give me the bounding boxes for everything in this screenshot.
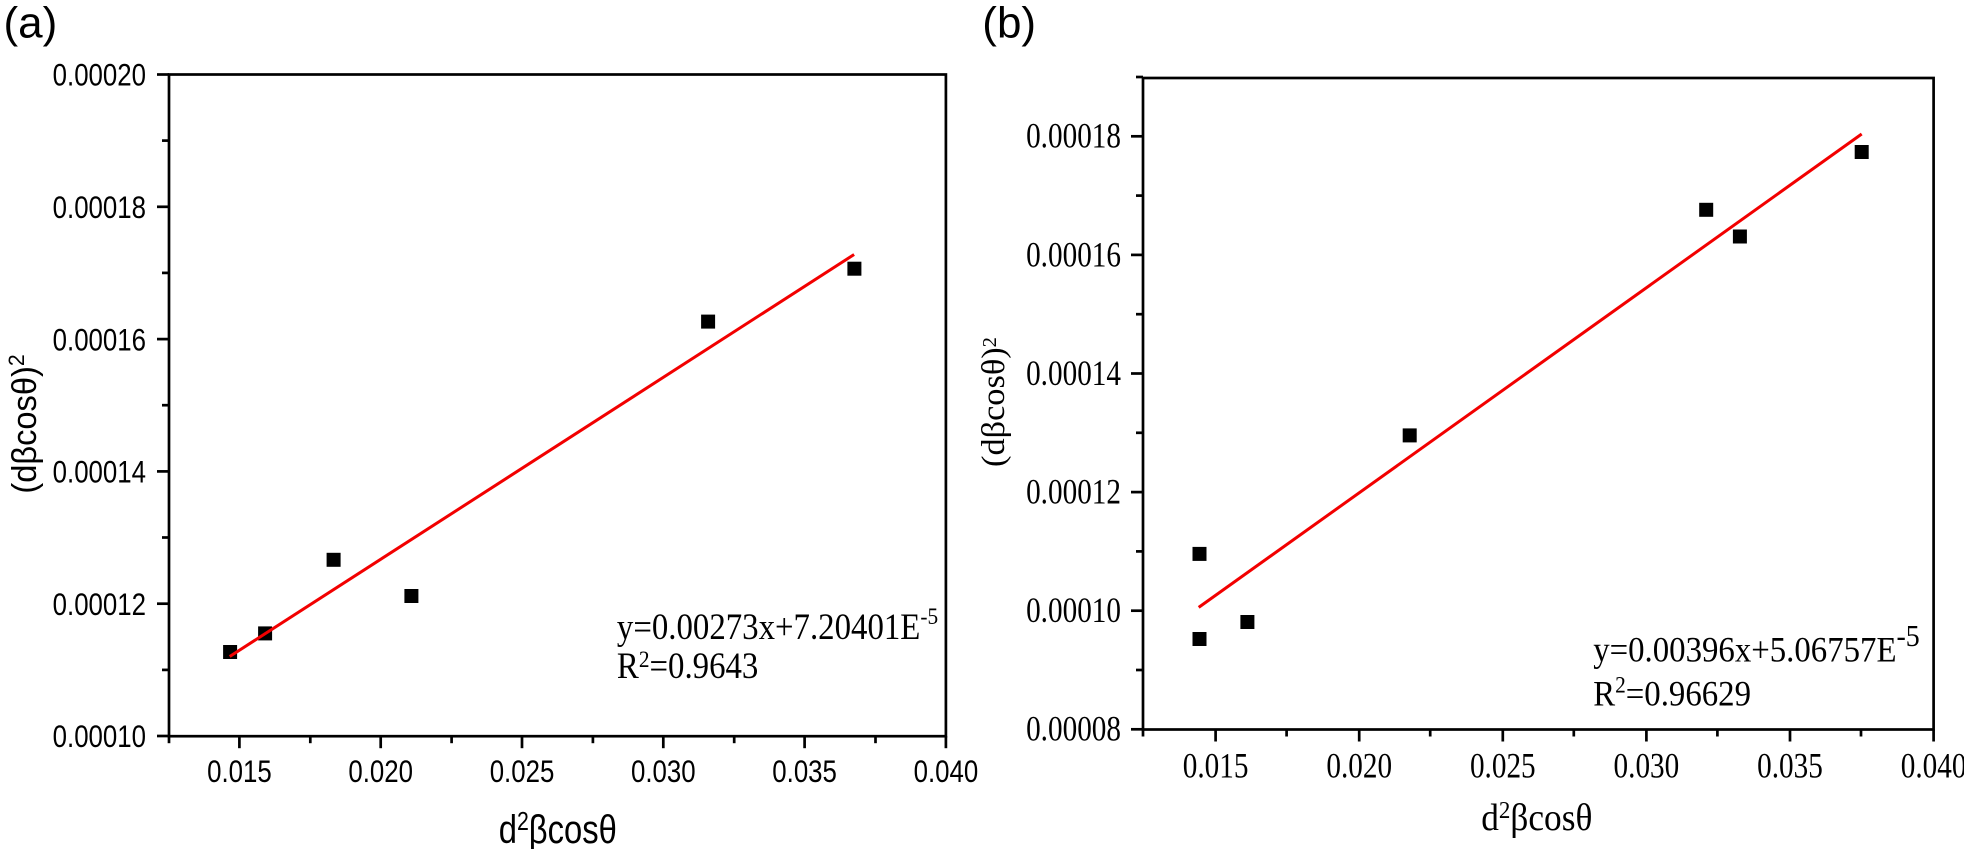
svg-text:0.035: 0.035 [772,755,837,790]
svg-text:R2=0.9643: R2=0.9643 [617,645,758,686]
svg-text:y=0.00273x+7.20401E-5: y=0.00273x+7.20401E-5 [617,603,938,647]
svg-text:(b): (b) [982,0,1036,48]
svg-text:0.025: 0.025 [1470,747,1536,786]
svg-text:0.040: 0.040 [914,755,979,790]
svg-text:0.040: 0.040 [1901,747,1964,786]
svg-text:0.030: 0.030 [631,755,696,790]
svg-text:0.00010: 0.00010 [1026,592,1121,631]
svg-text:0.00020: 0.00020 [53,58,146,93]
svg-text:(a): (a) [4,0,58,48]
svg-text:0.00014: 0.00014 [53,455,146,490]
svg-text:0.030: 0.030 [1614,747,1680,786]
svg-text:0.00008: 0.00008 [1026,710,1121,749]
svg-text:0.00014: 0.00014 [1026,354,1121,393]
svg-text:0.00018: 0.00018 [1026,117,1121,156]
svg-text:0.035: 0.035 [1757,747,1823,786]
svg-text:R2=0.96629: R2=0.96629 [1593,672,1751,714]
svg-text:(dβcosθ)2: (dβcosθ)2 [976,337,1012,467]
svg-text:d2βcosθ: d2βcosθ [1481,796,1592,838]
svg-text:0.00012: 0.00012 [1026,473,1121,512]
svg-text:0.025: 0.025 [490,755,555,790]
svg-text:(dβcosθ)2: (dβcosθ)2 [3,354,44,493]
svg-text:0.015: 0.015 [207,755,272,790]
svg-text:0.020: 0.020 [348,755,413,790]
svg-text:d2βcosθ: d2βcosθ [499,807,617,849]
svg-text:0.00016: 0.00016 [53,323,146,358]
svg-text:0.015: 0.015 [1183,747,1249,786]
svg-text:0.020: 0.020 [1326,747,1392,786]
svg-text:0.00010: 0.00010 [53,720,146,755]
svg-text:0.00012: 0.00012 [53,588,146,623]
svg-text:0.00016: 0.00016 [1026,236,1121,275]
svg-text:0.00018: 0.00018 [53,191,146,226]
